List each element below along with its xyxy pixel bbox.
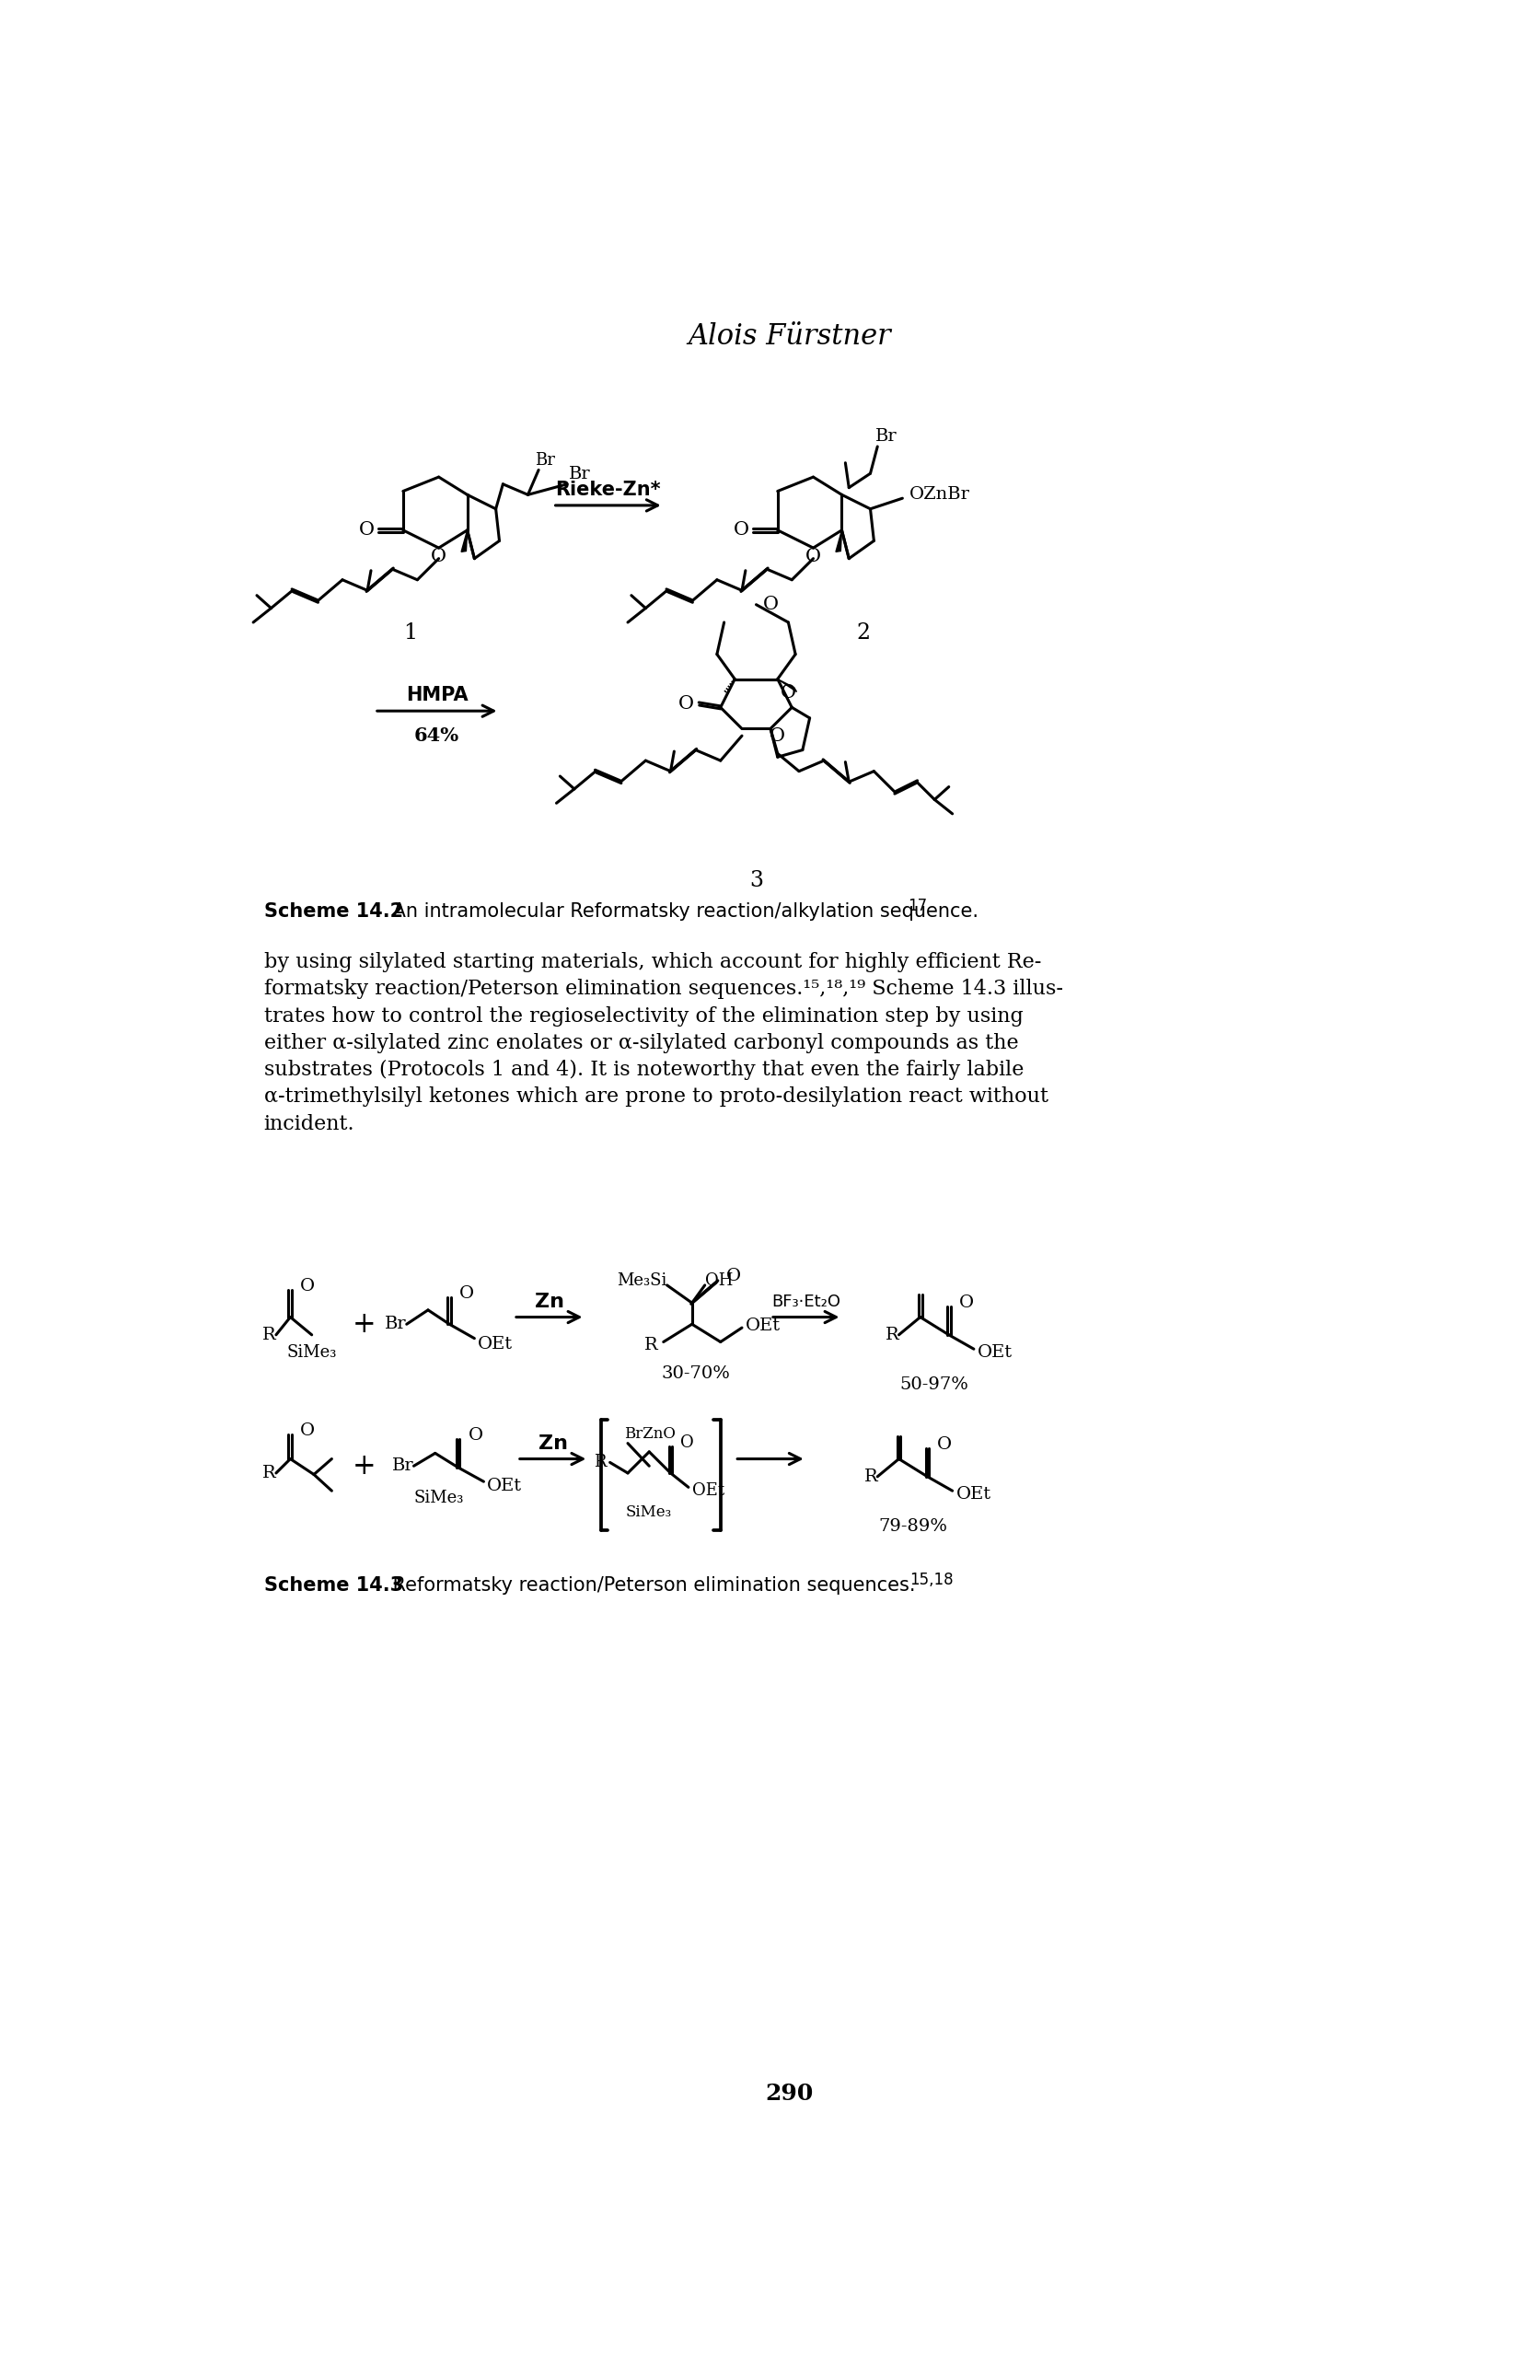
Text: R: R	[262, 1326, 276, 1342]
Text: R: R	[644, 1338, 658, 1354]
Text: 2: 2	[856, 624, 870, 643]
Text: R: R	[593, 1454, 607, 1471]
Text: O: O	[431, 547, 447, 564]
Text: Br: Br	[385, 1316, 407, 1333]
Text: O: O	[359, 521, 374, 538]
Text: Scheme 14.2: Scheme 14.2	[263, 902, 403, 921]
Text: O: O	[762, 595, 779, 614]
Text: Zn: Zn	[534, 1292, 564, 1311]
Text: Reformatsky reaction/Peterson elimination sequences.: Reformatsky reaction/Peterson eliminatio…	[387, 1576, 915, 1595]
Text: Br: Br	[534, 452, 554, 469]
Text: O: O	[770, 726, 785, 745]
Text: Rieke-Zn*: Rieke-Zn*	[554, 481, 661, 500]
Polygon shape	[835, 531, 841, 552]
Text: +: +	[351, 1452, 376, 1480]
Text: substrates (Protocols 1 and 4). It is noteworthy that even the fairly labile: substrates (Protocols 1 and 4). It is no…	[263, 1059, 1023, 1081]
Text: 290: 290	[765, 2082, 813, 2104]
Text: R: R	[885, 1326, 898, 1342]
Text: O: O	[958, 1295, 973, 1311]
Text: Scheme 14.3: Scheme 14.3	[263, 1576, 403, 1595]
Polygon shape	[460, 531, 467, 552]
Text: trates how to control the regioselectivity of the elimination step by using: trates how to control the regioselectivi…	[263, 1007, 1023, 1026]
Text: BrZnO: BrZnO	[624, 1426, 675, 1442]
Text: O: O	[805, 547, 821, 564]
Text: O: O	[468, 1428, 482, 1445]
Text: O: O	[300, 1423, 316, 1440]
Text: formatsky reaction/Peterson elimination sequences.¹⁵,¹⁸,¹⁹ Scheme 14.3 illus-: formatsky reaction/Peterson elimination …	[263, 978, 1063, 1000]
Text: 50-97%: 50-97%	[899, 1376, 969, 1392]
Text: Br: Br	[875, 428, 896, 445]
Text: O: O	[725, 1269, 741, 1285]
Text: by using silylated starting materials, which account for highly efficient Re-: by using silylated starting materials, w…	[263, 952, 1041, 973]
Text: OEt: OEt	[487, 1478, 522, 1495]
Text: OEt: OEt	[955, 1485, 990, 1502]
Text: 1: 1	[403, 624, 417, 643]
Text: SiMe₃: SiMe₃	[413, 1490, 464, 1507]
Text: HMPA: HMPA	[405, 685, 468, 704]
Text: SiMe₃: SiMe₃	[625, 1504, 671, 1521]
Text: either α-silylated zinc enolates or α-silylated carbonyl compounds as the: either α-silylated zinc enolates or α-si…	[263, 1033, 1018, 1052]
Text: An intramolecular Reformatsky reaction/alkylation sequence.: An intramolecular Reformatsky reaction/a…	[387, 902, 978, 921]
Text: Me₃Si: Me₃Si	[616, 1271, 667, 1288]
Text: OEt: OEt	[477, 1335, 513, 1352]
Text: Br: Br	[391, 1457, 414, 1473]
Text: O: O	[300, 1278, 316, 1295]
Text: 30-70%: 30-70%	[661, 1366, 730, 1383]
Text: R: R	[864, 1468, 876, 1485]
Polygon shape	[778, 678, 796, 693]
Text: Br: Br	[568, 466, 590, 483]
Text: 79-89%: 79-89%	[878, 1518, 947, 1535]
Text: O: O	[679, 1435, 693, 1452]
Text: Zn: Zn	[537, 1435, 567, 1452]
Text: O: O	[678, 695, 693, 712]
Text: 15,18: 15,18	[909, 1571, 953, 1587]
Text: O: O	[779, 685, 796, 702]
Text: R: R	[262, 1464, 276, 1480]
Text: α-trimethylsilyl ketones which are prone to proto-desilylation react without: α-trimethylsilyl ketones which are prone…	[263, 1088, 1047, 1107]
Text: +: +	[351, 1309, 376, 1338]
Text: OH: OH	[704, 1271, 733, 1288]
Text: O: O	[733, 521, 748, 538]
Text: OEt: OEt	[745, 1316, 781, 1333]
Text: OEt: OEt	[691, 1483, 724, 1499]
Text: OEt: OEt	[976, 1345, 1012, 1361]
Text: OZnBr: OZnBr	[909, 486, 970, 502]
Text: incident.: incident.	[263, 1114, 354, 1133]
Text: 17: 17	[907, 897, 927, 914]
Text: 64%: 64%	[414, 726, 459, 745]
Text: Alois Fürstner: Alois Fürstner	[688, 321, 890, 350]
Text: SiMe₃: SiMe₃	[286, 1345, 337, 1361]
Text: BF₃·Et₂O: BF₃·Et₂O	[772, 1292, 841, 1309]
Text: O: O	[936, 1438, 952, 1454]
Text: O: O	[459, 1285, 474, 1302]
Text: 3: 3	[748, 871, 762, 892]
